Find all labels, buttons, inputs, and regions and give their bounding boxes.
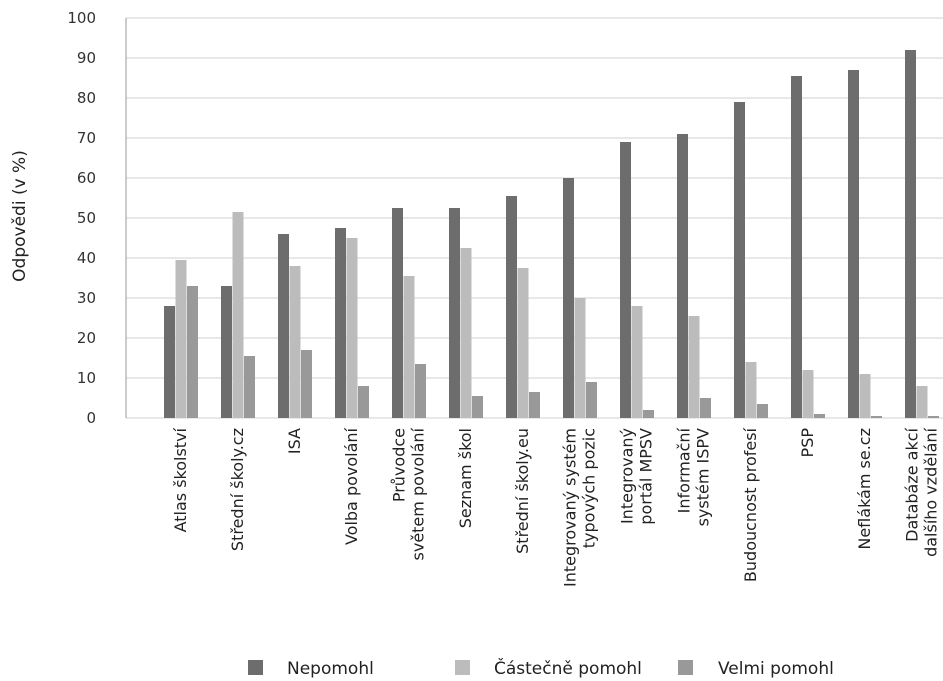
bar [232,212,244,418]
bar [700,398,711,418]
bar [164,306,175,418]
y-tick-label: 20 [77,329,96,347]
bar [802,370,814,418]
bar [403,276,415,418]
y-tick-label: 10 [77,369,96,387]
bar [859,374,871,418]
x-category-label: Volba povolání [342,427,361,545]
bar [221,286,232,418]
x-axis-categories: Atlas školství Střední školy.cz ISA Volba p… [171,427,941,587]
x-category-label: Střední školy.cz [228,428,247,551]
bar [871,416,882,418]
bar [574,298,586,418]
legend-label: Velmi pomohl [718,659,834,679]
y-tick-label: 50 [77,209,96,227]
bar [449,208,460,418]
bar [814,414,825,418]
bar [506,196,517,418]
x-category-label: PSP [798,428,817,458]
bar [677,134,688,418]
legend-label: Částečně pomohl [494,657,642,679]
y-tick-label: 80 [77,89,96,107]
bar [631,306,643,418]
bar [187,286,198,418]
bar [358,386,369,418]
bar [734,102,745,418]
bar [757,404,768,418]
bar [563,178,574,418]
x-category-label: Střední školy.eu [513,428,532,554]
y-tick-label: 30 [77,289,96,307]
x-category-label: Budoucnost profesí [741,427,760,582]
legend-swatch [248,660,263,675]
bar [848,70,859,418]
bar [346,238,358,418]
legend: Nepomohl Částečně pomohl Velmi pomohl [248,657,834,679]
bar [335,228,346,418]
y-tick-label: 100 [67,9,96,27]
bar [643,410,654,418]
gridlines [125,17,943,419]
legend-label: Nepomohl [287,659,374,679]
x-category-label: Informačnísystém ISPV [675,427,713,526]
bar [905,50,916,418]
bar [460,248,472,418]
x-category-label: Neflákám se.cz [855,428,874,550]
bar [472,396,483,418]
y-axis-label: Odpovědi (v %) [10,150,30,282]
y-tick-label: 60 [77,169,96,187]
x-category-label: Databáze akcídalšího vzdělání [903,427,941,556]
x-category-label: Atlas školství [171,427,190,532]
bar [586,382,597,418]
bar [517,268,529,418]
x-category-label: Integrovaný systémtypových pozic [561,428,599,587]
bar [301,350,312,418]
y-axis-ticks: 0 10 20 30 40 50 60 70 80 90 100 [67,9,96,427]
bar [745,362,757,418]
bar [415,364,426,418]
x-category-label: Integrovanýportál MPSV [618,428,656,525]
bar [688,316,700,418]
bar [529,392,540,418]
bar [928,416,939,418]
bar [278,234,289,418]
x-category-label: ISA [285,428,304,454]
bar [392,208,403,418]
y-tick-label: 70 [77,129,96,147]
bars [164,50,939,418]
bar [289,266,301,418]
bar [791,76,802,418]
bar [916,386,928,418]
bar [244,356,255,418]
bar [620,142,631,418]
y-tick-label: 40 [77,249,96,267]
bar [175,260,187,418]
legend-swatch [678,660,693,675]
x-category-label: Seznam škol [456,428,475,528]
y-tick-label: 90 [77,49,96,67]
legend-swatch [455,660,470,675]
x-category-label: Průvodcesvětem povolání [390,427,428,560]
y-tick-label: 0 [86,409,96,427]
